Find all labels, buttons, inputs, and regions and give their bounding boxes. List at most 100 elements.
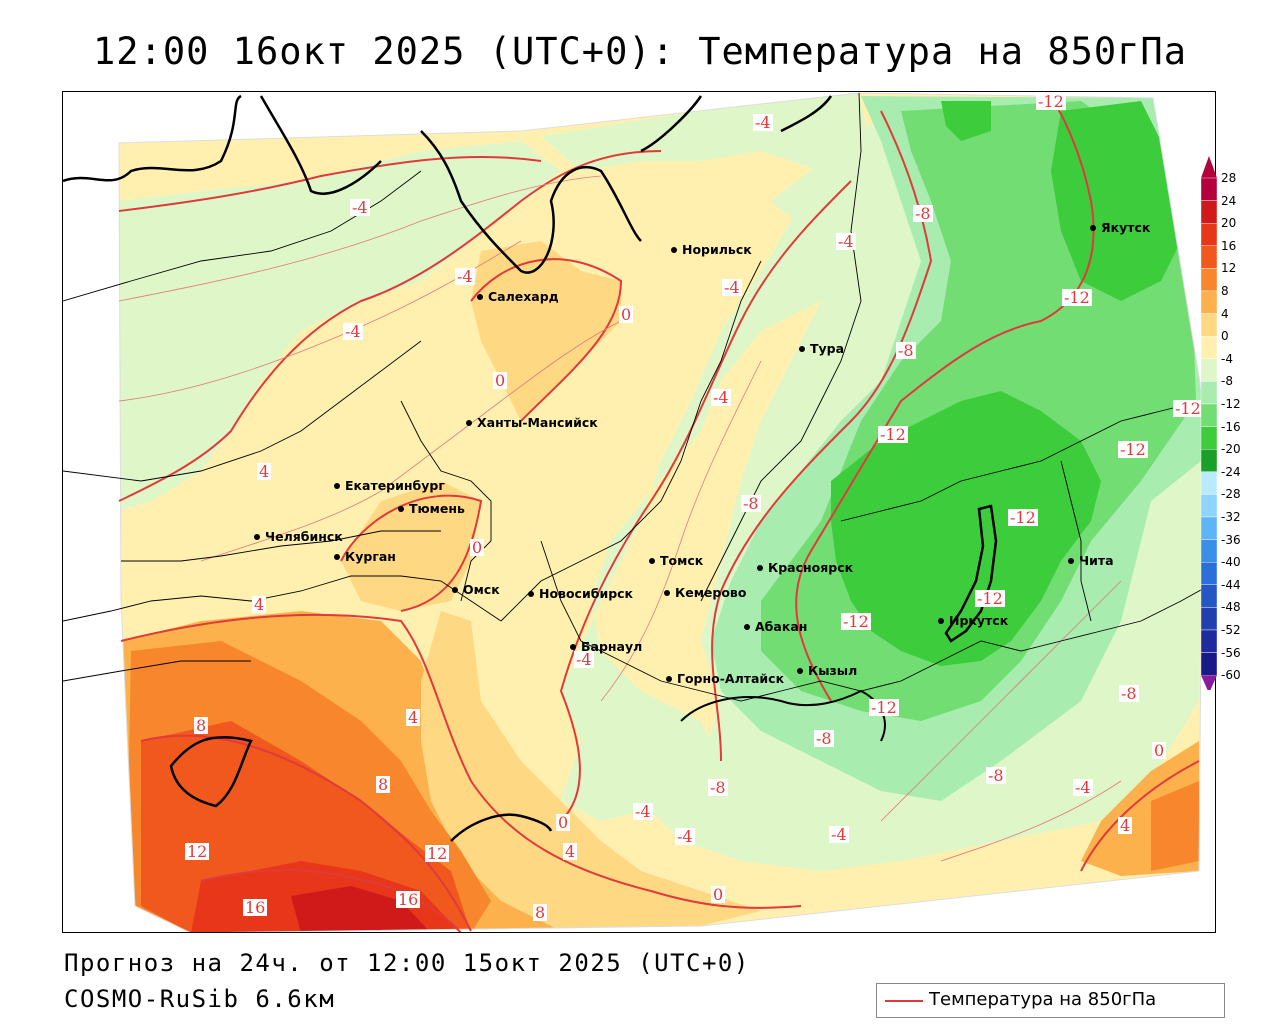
city-tura: Тура	[799, 341, 844, 356]
city-khanty-mansiysk: Ханты-Мансийск	[466, 415, 598, 430]
colorbar-segment	[1200, 381, 1218, 405]
colorbar-tick-label: -48	[1221, 600, 1241, 615]
colorbar-segment	[1200, 516, 1218, 540]
isotherm-label: -8	[913, 204, 933, 223]
forecast-info: Прогноз на 24ч. от 12:00 15окт 2025 (UTC…	[64, 949, 750, 977]
isotherm-label: -8	[741, 494, 761, 513]
colorbar-segment	[1200, 200, 1218, 224]
isotherm-label: 0	[1152, 741, 1167, 760]
isotherm-label: 12	[185, 842, 210, 861]
isotherm-label: -4	[675, 827, 695, 846]
isotherm-label: 12	[425, 844, 450, 863]
colorbar-segment	[1200, 449, 1218, 473]
isotherm-label: 0	[711, 885, 726, 904]
isotherm-label: -4	[836, 232, 856, 251]
colorbar-tick-label: -16	[1221, 419, 1241, 434]
isotherm-label: 4	[1118, 816, 1133, 835]
colorbar-segment	[1200, 652, 1218, 676]
city-kemerovo: Кемерово	[664, 585, 746, 600]
isotherm-label: -4	[829, 825, 849, 844]
colorbar-tick-label: -12	[1221, 397, 1241, 411]
colorbar-tick-label: -36	[1221, 532, 1241, 547]
map-panel	[62, 91, 1216, 933]
colorbar-segment	[1200, 403, 1218, 427]
colorbar	[1200, 156, 1218, 690]
isotherm-label: 0	[556, 813, 571, 832]
city-gorno-altaysk: Горно-Алтайск	[666, 671, 784, 686]
city-krasnoyarsk: Красноярск	[757, 560, 853, 575]
colorbar-tick-label: -44	[1221, 577, 1241, 592]
colorbar-tick-label: 24	[1221, 193, 1237, 208]
colorbar-tick-label: -56	[1221, 645, 1241, 660]
colorbar-tick-label: -60	[1221, 668, 1241, 683]
isotherm-label: -8	[708, 778, 728, 797]
isotherm-label: -12	[841, 612, 871, 631]
isotherm-label: 4	[406, 708, 421, 727]
colorbar-segment	[1200, 562, 1218, 586]
city-barnaul: Барнаул	[570, 639, 642, 654]
city-tomsk: Томск	[649, 553, 703, 568]
isotherm-label: 4	[563, 842, 578, 861]
city-chita: Чита	[1068, 553, 1114, 568]
colorbar-segment	[1200, 584, 1218, 608]
colorbar-segment	[1200, 313, 1218, 337]
city-salekhard: Салехард	[477, 289, 559, 304]
colorbar-segment	[1200, 471, 1218, 495]
colorbar-segment	[1200, 222, 1218, 246]
city-norilsk: Норильск	[671, 242, 752, 257]
city-chelyabinsk: Челябинск	[254, 529, 343, 544]
isotherm-label: -12	[1008, 508, 1038, 527]
city-irkutsk: Иркутск	[938, 613, 1008, 628]
colorbar-segment	[1200, 629, 1218, 653]
city-omsk: Омск	[452, 582, 500, 597]
colorbar-segment	[1200, 245, 1218, 269]
isotherm-label: -12	[1062, 288, 1092, 307]
colorbar-segment	[1200, 290, 1218, 314]
city-yakutsk: Якутск	[1090, 220, 1150, 235]
isotherm-label: 4	[257, 462, 272, 481]
isotherm-label: -8	[1119, 684, 1139, 703]
isotherm-label: -12	[975, 589, 1005, 608]
isotherm-label: -4	[722, 278, 742, 297]
isotherm-label: -4	[753, 113, 773, 132]
isotherm-label: -4	[711, 388, 731, 407]
legend-line-swatch	[885, 1000, 923, 1002]
isotherm-label: 0	[470, 538, 485, 557]
colorbar-segment	[1200, 358, 1218, 382]
colorbar-segment	[1200, 335, 1218, 359]
colorbar-tick-label: -28	[1221, 487, 1241, 502]
isotherm-label: 0	[619, 305, 634, 324]
temperature-field	[63, 92, 1215, 932]
colorbar-segment	[1200, 607, 1218, 631]
colorbar-tick-label: -24	[1221, 464, 1241, 479]
city-abakan: Абакан	[744, 619, 807, 634]
city-kyzyl: Кызыл	[797, 663, 857, 678]
colorbar-tick-label: -52	[1221, 623, 1241, 637]
colorbar-segment	[1200, 177, 1218, 201]
colorbar-segment	[1200, 426, 1218, 450]
isotherm-label: -4	[633, 802, 653, 821]
isotherm-label: 16	[243, 898, 268, 917]
legend-label: Температура на 850гПа	[929, 989, 1157, 1010]
city-yekaterinburg: Екатеринбург	[334, 478, 445, 493]
isotherm-label: -4	[350, 198, 370, 217]
colorbar-tick-label: 8	[1221, 284, 1229, 298]
isotherm-label: -12	[1173, 399, 1203, 418]
isotherm-label: 16	[396, 890, 421, 909]
isotherm-label: 8	[533, 903, 548, 922]
isotherm-label: -12	[869, 698, 899, 717]
map-title: 12:00 16окт 2025 (UTC+0): Температура на…	[93, 30, 1187, 73]
isotherm-label: -8	[896, 341, 916, 360]
colorbar-tick-label: 20	[1221, 216, 1237, 231]
colorbar-segment	[1200, 268, 1218, 292]
isotherm-label: 8	[376, 775, 391, 794]
isotherm-label: -12	[1036, 92, 1066, 111]
colorbar-tick-label: 4	[1221, 306, 1229, 321]
city-kurgan: Курган	[334, 549, 396, 564]
city-tyumen: Тюмень	[398, 501, 465, 516]
model-name: COSMO-RuSib 6.6км	[64, 985, 336, 1013]
colorbar-tick-label: 16	[1221, 238, 1237, 253]
city-novosibirsk: Новосибирск	[528, 586, 633, 601]
colorbar-tick-label: 0	[1221, 329, 1229, 344]
isotherm-label: -4	[574, 650, 594, 669]
